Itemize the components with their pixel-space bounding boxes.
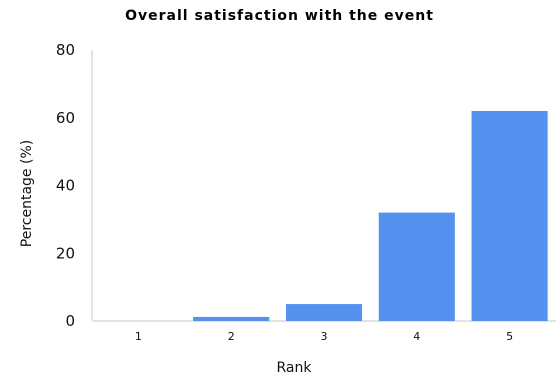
x-tick-label: 2 — [228, 330, 235, 343]
x-tick-label: 4 — [413, 330, 420, 343]
bar — [378, 212, 455, 321]
y-tick-label: 60 — [56, 109, 75, 127]
y-axis-title: Percentage (%) — [19, 140, 35, 247]
y-tick-label: 20 — [56, 244, 75, 262]
chart-title: Overall satisfaction with the event — [125, 8, 434, 24]
x-tick-label: 5 — [506, 330, 513, 343]
x-tick-label: 1 — [135, 330, 142, 343]
y-axis-ticks: 0 20 40 60 80 — [56, 41, 75, 330]
bars — [193, 110, 548, 321]
bar — [471, 110, 548, 321]
y-tick-label: 80 — [56, 41, 75, 59]
bar — [193, 316, 270, 321]
y-tick-label: 40 — [56, 177, 75, 195]
x-axis-ticks: 1 2 3 4 5 — [135, 330, 513, 343]
y-tick-label: 0 — [65, 312, 75, 330]
x-axis-title: Rank — [277, 360, 313, 376]
bar — [285, 304, 363, 321]
x-tick-label: 3 — [321, 330, 328, 343]
